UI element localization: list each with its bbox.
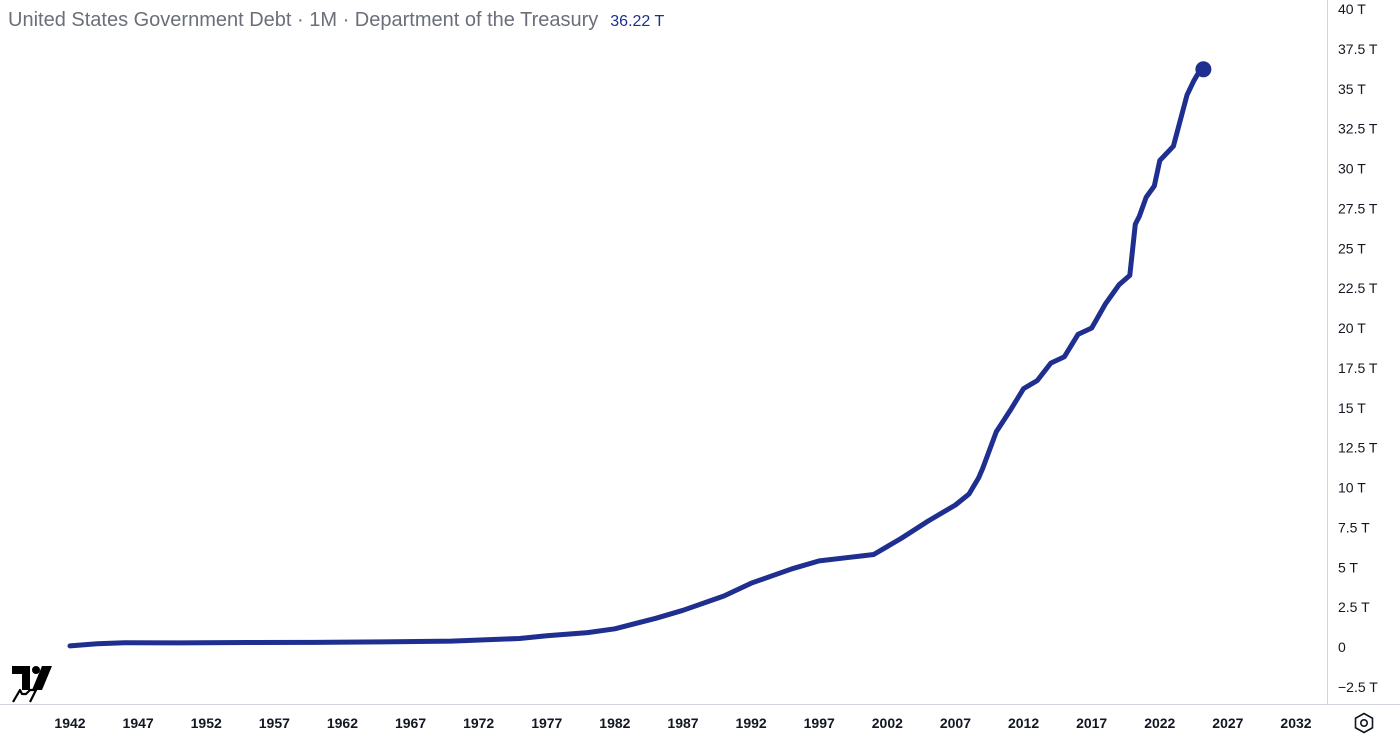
y-tick-label: 37.5 T [1338,41,1378,57]
y-tick-label: 40 T [1338,1,1366,17]
y-tick-label: 20 T [1338,320,1366,336]
x-tick-label: 1957 [259,715,290,731]
y-tick-label: 15 T [1338,400,1366,416]
x-tick-label: 1987 [667,715,698,731]
x-tick-label: 1997 [804,715,835,731]
series-line [67,66,1206,649]
settings-icon[interactable] [1352,711,1376,735]
y-axis: 40 T 37.5 T 35 T 32.5 T 30 T 27.5 T 25 T 22.5 T… [1338,1,1378,695]
y-tick-label: −2.5 T [1338,679,1378,695]
x-tick-label: 2017 [1076,715,1107,731]
chart-header: United States Government Debt · 1M · Dep… [8,9,664,35]
x-tick-label: 1977 [531,715,562,731]
x-tick-label: 1967 [395,715,426,731]
series-layer [67,61,1212,649]
y-tick-label: 27.5 T [1338,200,1378,216]
last-point-marker [1195,61,1212,78]
x-tick-label: 1947 [123,715,154,731]
y-tick-label: 0 [1338,639,1346,655]
y-tick-label: 12.5 T [1338,440,1378,456]
x-tick-label: 1992 [736,715,767,731]
x-tick-label: 2007 [940,715,971,731]
x-tick-label: 1952 [191,715,222,731]
y-tick-label: 7.5 T [1338,519,1370,535]
x-tick-label: 1962 [327,715,358,731]
last-value-label: 36.22 T [610,13,665,30]
y-tick-label: 2.5 T [1338,599,1370,615]
chart-title: United States Government Debt · 1M · Dep… [8,9,599,31]
x-tick-label: 2012 [1008,715,1039,731]
x-tick-label: 2022 [1144,715,1175,731]
y-tick-label: 17.5 T [1338,360,1378,376]
x-tick-label: 1972 [463,715,494,731]
x-tick-label: 2032 [1280,715,1311,731]
y-tick-label: 5 T [1338,559,1358,575]
x-tick-label: 1942 [54,715,85,731]
x-tick-label: 1982 [599,715,630,731]
x-tick-label: 2027 [1212,715,1243,731]
y-tick-label: 30 T [1338,161,1366,177]
y-tick-label: 25 T [1338,240,1366,256]
y-tick-label: 32.5 T [1338,121,1378,137]
tradingview-logo-icon[interactable] [10,664,52,704]
y-tick-label: 22.5 T [1338,280,1378,296]
y-tick-label: 35 T [1338,81,1366,97]
y-tick-label: 10 T [1338,480,1366,496]
x-axis: 1942 1947 1952 1957 1962 1967 1972 1977 1982 1987… [54,715,1311,731]
x-tick-label: 2002 [872,715,903,731]
